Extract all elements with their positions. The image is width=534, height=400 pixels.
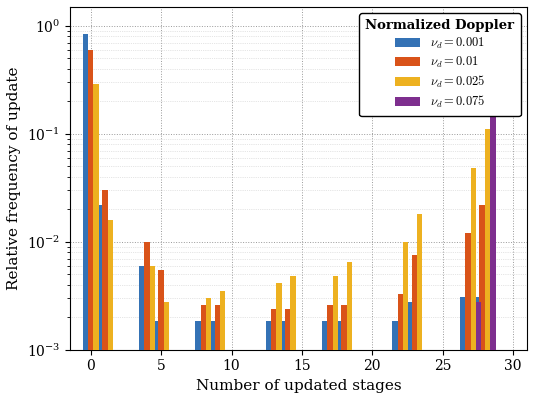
Bar	[490, 86, 496, 400]
Bar	[460, 297, 466, 400]
Bar	[336, 321, 341, 400]
Bar	[93, 84, 99, 400]
Bar	[341, 305, 347, 400]
Bar	[102, 190, 107, 400]
Bar	[150, 266, 155, 400]
Bar	[206, 298, 211, 400]
Bar	[392, 321, 398, 400]
Bar	[107, 220, 113, 400]
Bar	[333, 276, 338, 400]
Bar	[164, 302, 169, 400]
Y-axis label: Relative frequency of update: Relative frequency of update	[7, 67, 21, 290]
Bar	[159, 270, 164, 400]
Bar	[220, 291, 225, 400]
Bar	[266, 321, 271, 400]
Bar	[144, 242, 150, 400]
Bar	[195, 321, 201, 400]
Bar	[474, 297, 480, 400]
Bar	[471, 168, 476, 400]
Bar	[290, 276, 296, 400]
Bar	[209, 321, 215, 400]
Bar	[153, 321, 159, 400]
Bar	[322, 321, 327, 400]
Bar	[271, 309, 277, 400]
Bar	[412, 255, 417, 400]
Legend: $\nu_d = 0.001$, $\nu_d = 0.01$, $\nu_d = 0.025$, $\nu_d = 0.075$: $\nu_d = 0.001$, $\nu_d = 0.01$, $\nu_d …	[359, 13, 521, 116]
Bar	[97, 205, 102, 400]
Bar	[201, 305, 206, 400]
Bar	[88, 50, 93, 400]
Bar	[139, 266, 144, 400]
Bar	[285, 309, 290, 400]
Bar	[476, 302, 482, 400]
Bar	[398, 294, 403, 400]
Bar	[403, 242, 409, 400]
Bar	[417, 214, 422, 400]
Bar	[347, 262, 352, 400]
X-axis label: Number of updated stages: Number of updated stages	[195, 379, 401, 393]
Bar	[485, 130, 490, 400]
Bar	[215, 305, 220, 400]
Bar	[406, 302, 412, 400]
Bar	[466, 233, 471, 400]
Bar	[480, 205, 485, 400]
Bar	[327, 305, 333, 400]
Bar	[277, 282, 282, 400]
Bar	[280, 321, 285, 400]
Bar	[83, 34, 88, 400]
